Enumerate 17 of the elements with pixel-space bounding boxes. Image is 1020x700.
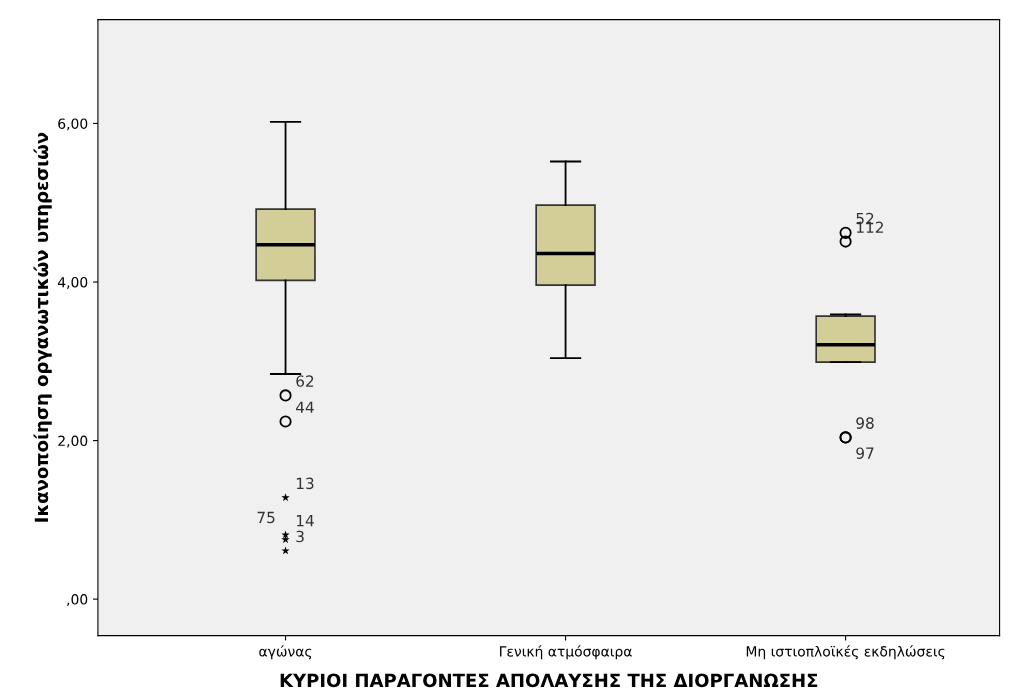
y-tick-label: ,00 bbox=[67, 594, 88, 607]
annotation: 98 bbox=[856, 417, 874, 429]
x-tick-label: Μη ιστιοπλοϊκές εκδηλώσεις bbox=[746, 645, 945, 660]
annotation: 75 bbox=[257, 511, 275, 524]
annotation: 44 bbox=[296, 401, 314, 413]
annotation: 3 bbox=[296, 530, 304, 543]
annotation: 62 bbox=[296, 375, 314, 387]
annotation: 97 bbox=[856, 447, 874, 459]
y-tick-label: 4,00 bbox=[57, 276, 88, 289]
x-tick-label: αγώνας bbox=[259, 645, 312, 660]
y-tick-label: 6,00 bbox=[58, 118, 88, 131]
y-tick-label: 2,00 bbox=[58, 435, 88, 448]
x-tick-label: Γενική ατμόσφαιρα bbox=[500, 645, 632, 660]
annotation: 13 bbox=[296, 477, 314, 490]
y-axis-title: Ικανοποίηση οργανωτικών υπηρεσιών bbox=[33, 132, 52, 522]
x-axis-title: ΚΥΡΙΟΙ ΠΑΡΑΓΟΝΤΕΣ ΑΠΟΛΑΥΣΗΣ ΤΗΣ ΔΙΟΡΓΑΝΩΣΗΣ bbox=[280, 673, 818, 688]
annotation: 14 bbox=[296, 515, 314, 527]
